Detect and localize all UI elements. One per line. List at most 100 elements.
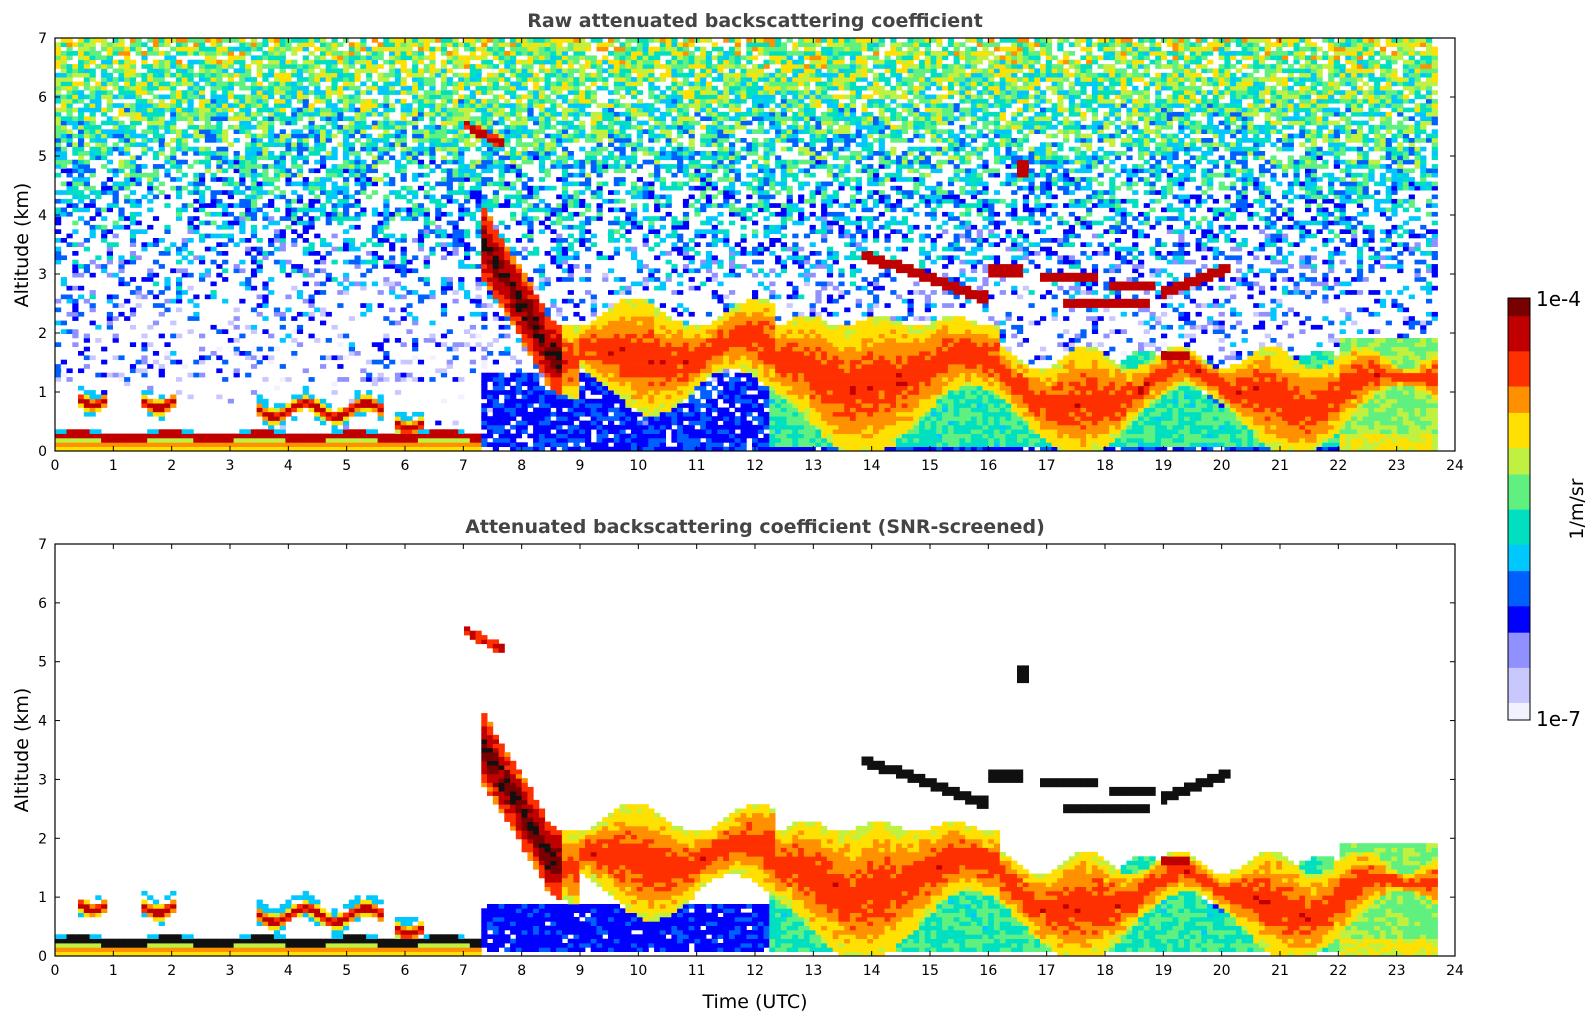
heatmap-cell — [60, 359, 67, 365]
heatmap-cell — [492, 81, 499, 87]
heatmap-cell — [210, 194, 217, 200]
heatmap-cell — [343, 142, 350, 147]
heatmap-cell — [112, 372, 119, 378]
heatmap-cell — [446, 181, 453, 187]
heatmap-cell — [360, 429, 367, 434]
heatmap-cell — [366, 377, 373, 382]
heatmap-cell — [216, 77, 223, 82]
heatmap-cell — [273, 407, 281, 413]
heatmap-cell — [135, 220, 142, 226]
heatmap-cell — [538, 268, 546, 274]
heatmap-cell — [147, 103, 154, 108]
heatmap-cell — [83, 142, 90, 147]
heatmap-cell — [366, 394, 373, 400]
heatmap-cell — [544, 424, 551, 430]
heatmap-cell — [181, 90, 188, 95]
heatmap-cell — [325, 168, 332, 174]
heatmap-cell — [400, 68, 407, 74]
heatmap-cell — [452, 420, 459, 426]
heatmap-cell — [579, 124, 586, 130]
heatmap-cell — [602, 333, 609, 339]
heatmap-cell — [337, 190, 344, 195]
heatmap-cell — [210, 246, 217, 252]
heatmap-cell — [585, 55, 592, 61]
heatmap-cell — [492, 438, 499, 443]
heatmap-cell — [95, 324, 102, 330]
heatmap-cell — [550, 446, 557, 451]
heatmap-cell — [170, 59, 177, 65]
heatmap-cell — [533, 216, 540, 221]
heatmap-cell — [464, 77, 471, 82]
heatmap-cell — [412, 151, 419, 156]
heatmap-cell — [204, 59, 211, 65]
heatmap-cell — [452, 59, 459, 65]
heatmap-cell — [492, 390, 499, 395]
heatmap-cell — [596, 190, 603, 195]
heatmap-cell — [423, 103, 430, 108]
heatmap-cell — [337, 411, 344, 417]
heatmap-cell — [487, 442, 494, 447]
heatmap-cell — [481, 59, 488, 65]
heatmap-cell — [112, 181, 119, 187]
heatmap-cell — [308, 303, 315, 308]
heatmap-cell — [296, 220, 304, 226]
heatmap-cell — [222, 155, 229, 161]
heatmap-cell — [78, 111, 85, 117]
heatmap-cell — [538, 85, 546, 91]
heatmap-cell — [83, 64, 90, 69]
heatmap-cell — [371, 211, 378, 217]
heatmap-cell — [498, 138, 505, 143]
heatmap-cell — [371, 381, 378, 387]
heatmap-cell — [348, 146, 355, 152]
heatmap-cell — [608, 355, 615, 361]
heatmap-cell — [429, 429, 436, 434]
heatmap-cell — [199, 107, 206, 113]
heatmap-cell — [354, 51, 361, 56]
heatmap-cell — [296, 90, 304, 95]
heatmap-cell — [556, 403, 563, 408]
heatmap-cell — [66, 68, 73, 74]
heatmap-cell — [602, 42, 609, 47]
heatmap-cell — [89, 307, 96, 313]
heatmap-cell — [164, 251, 171, 256]
heatmap-cell — [452, 124, 459, 130]
heatmap-cell — [354, 177, 361, 182]
heatmap-cell — [400, 46, 407, 52]
heatmap-cell — [389, 59, 396, 65]
heatmap-cell — [302, 446, 309, 451]
heatmap-cell — [360, 303, 367, 308]
heatmap-cell — [256, 90, 263, 95]
heatmap-cell — [245, 124, 252, 130]
heatmap-cell — [245, 277, 252, 282]
heatmap-cell — [389, 433, 396, 439]
heatmap-cell — [291, 329, 298, 334]
heatmap-cell — [527, 46, 534, 52]
heatmap-cell — [469, 142, 476, 147]
heatmap-cell — [504, 103, 511, 108]
heatmap-cell — [72, 446, 79, 451]
heatmap-cell — [423, 151, 430, 156]
heatmap-cell — [199, 181, 206, 187]
heatmap-cell — [579, 111, 586, 117]
heatmap-cell — [273, 81, 281, 87]
heatmap-cell — [199, 177, 206, 182]
heatmap-cell — [147, 277, 154, 282]
heatmap-cell — [262, 329, 269, 334]
heatmap-cell — [452, 42, 459, 47]
heatmap-cell — [481, 138, 488, 143]
heatmap-cell — [440, 442, 448, 447]
heatmap-cell — [452, 190, 459, 195]
heatmap-cell — [141, 142, 148, 147]
heatmap-cell — [106, 190, 113, 195]
heatmap-cell — [101, 390, 108, 395]
heatmap-cell — [394, 446, 402, 451]
heatmap-cell — [464, 194, 471, 200]
heatmap-cell — [348, 164, 355, 169]
heatmap-cell — [337, 55, 344, 61]
heatmap-cell — [170, 129, 177, 134]
heatmap-cell — [492, 272, 499, 278]
heatmap-cell — [573, 77, 580, 82]
heatmap-cell — [596, 68, 603, 74]
heatmap-cell — [325, 177, 332, 182]
heatmap-cell — [533, 298, 540, 304]
